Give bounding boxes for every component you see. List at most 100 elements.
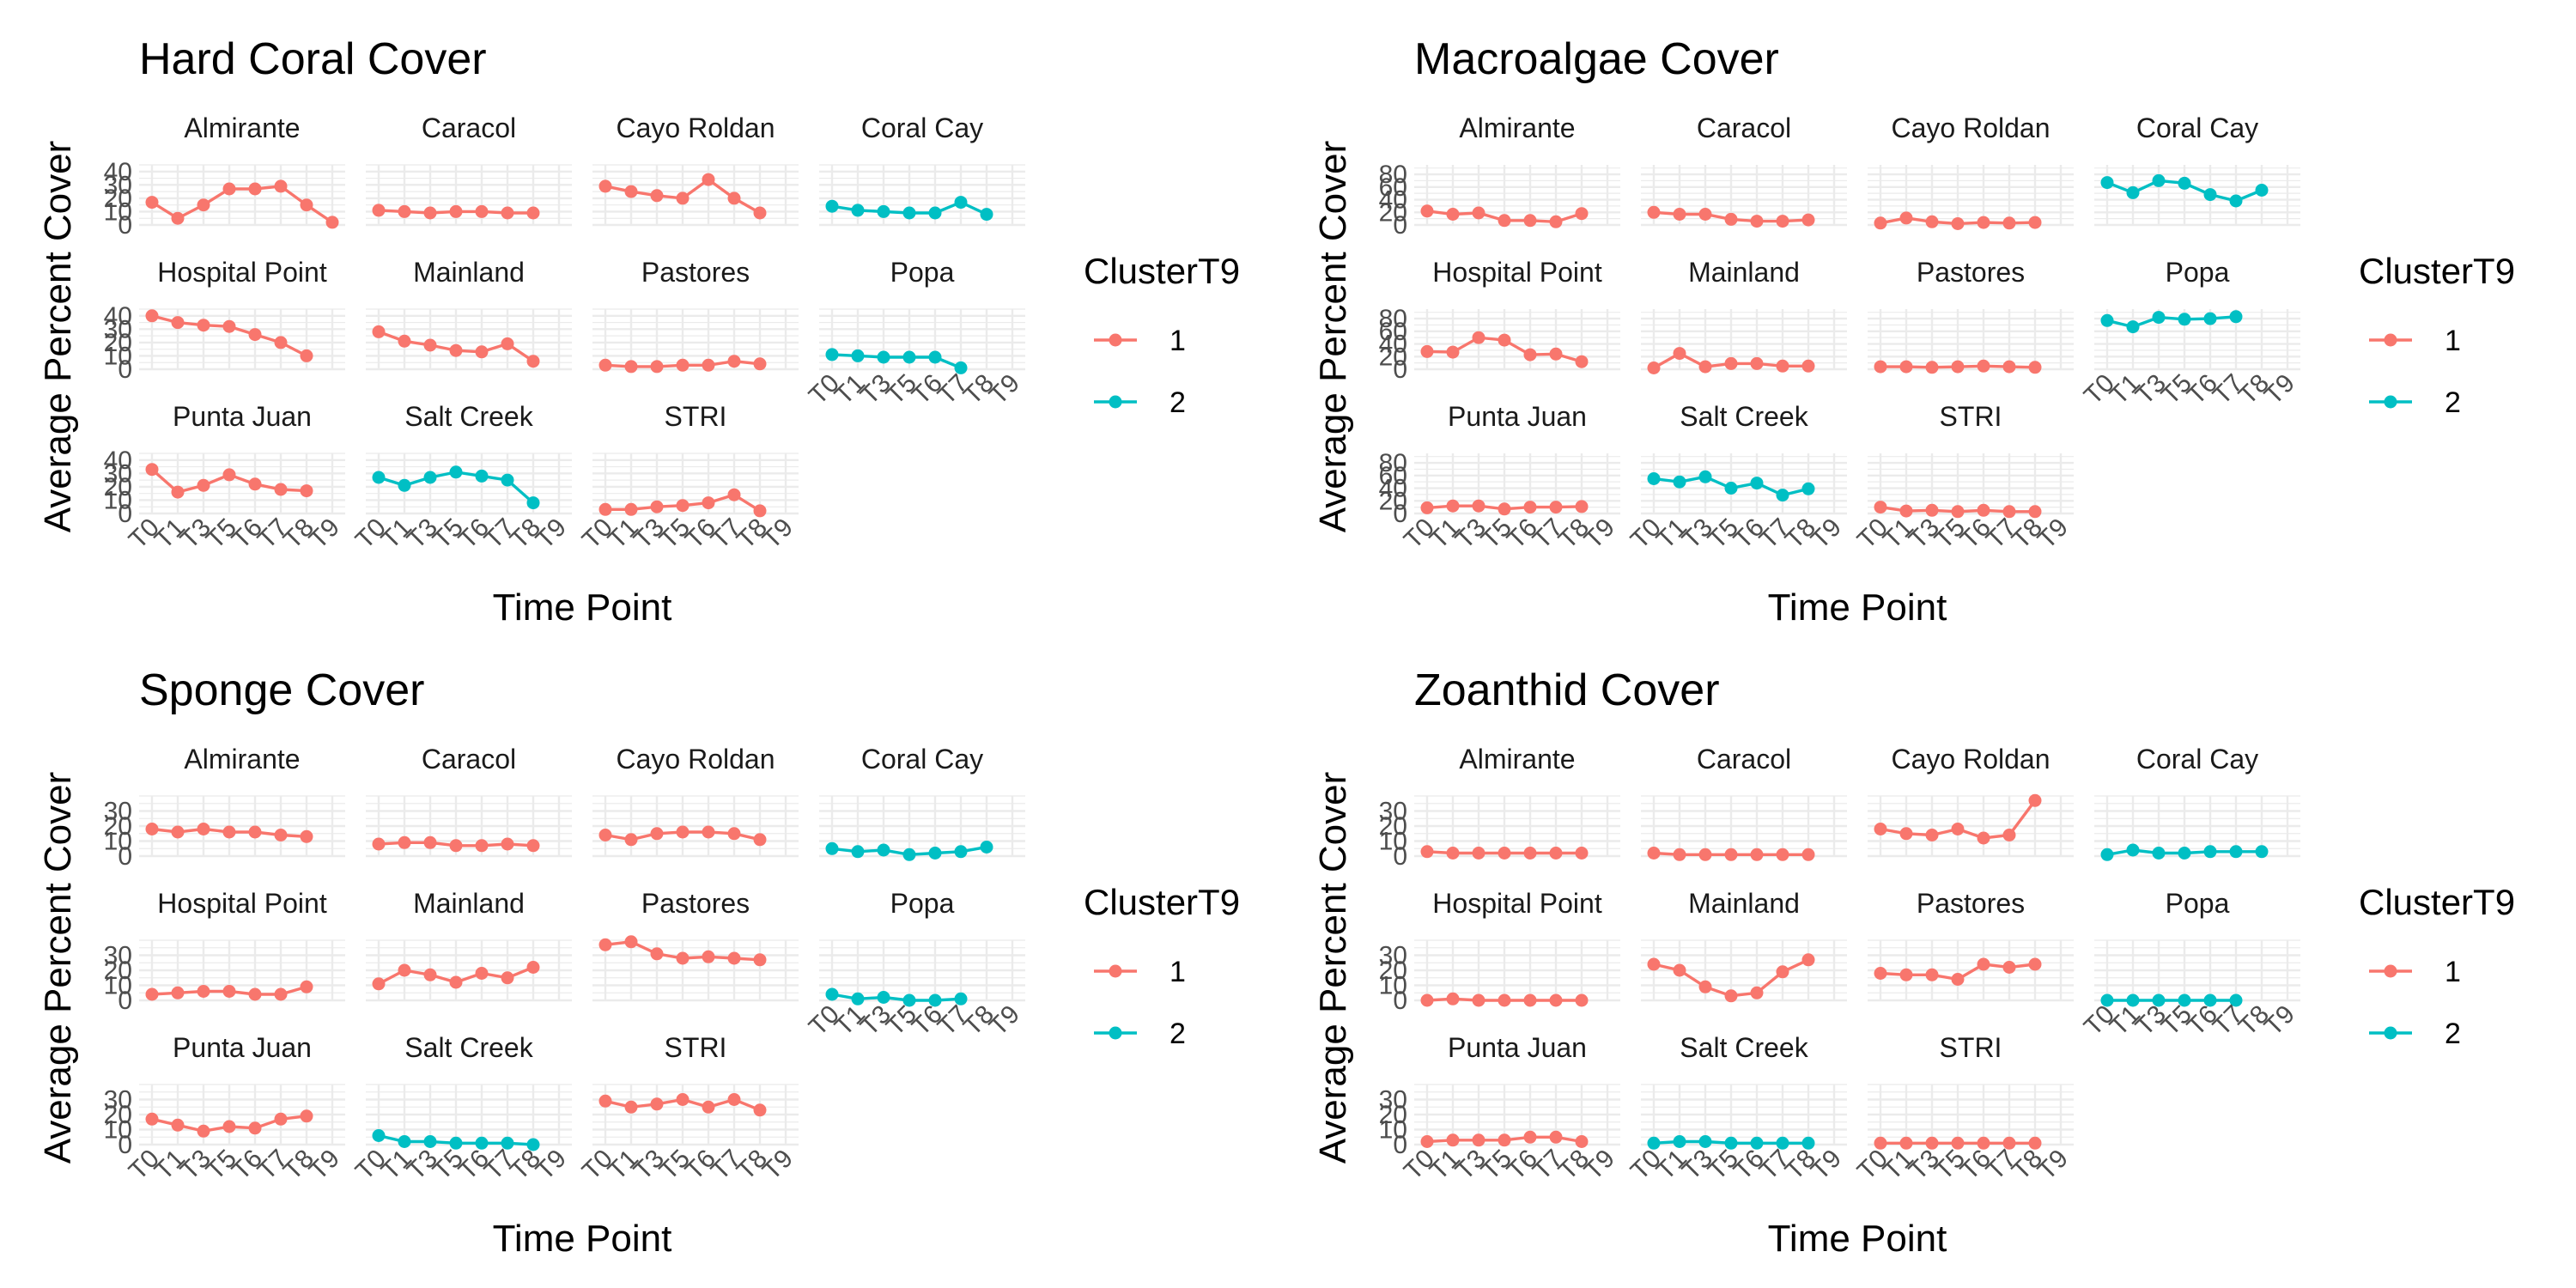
legend-label: 1 xyxy=(1170,956,1186,988)
facet-panel: Caracol xyxy=(1641,112,1847,228)
facet-label: Pastores xyxy=(1917,257,2025,288)
y-tick-label: 30 xyxy=(104,798,132,826)
y-tick-label: 80 xyxy=(1379,305,1407,333)
facet-label: Almirante xyxy=(1459,744,1575,775)
facet-panel: Salt Creek xyxy=(366,1032,572,1151)
legend-key-point xyxy=(2384,395,2397,409)
data-point xyxy=(1698,470,1712,483)
chart-0: Hard Coral Cover Average Percent Cover Tim… xyxy=(37,34,1240,629)
data-point xyxy=(1977,1136,1990,1150)
facet-panel: Coral Cay xyxy=(2094,112,2300,227)
x-tick-label: T9 xyxy=(1579,513,1620,555)
data-point xyxy=(851,992,865,1005)
data-point xyxy=(2229,194,2243,208)
facet-label: Caracol xyxy=(1697,112,1791,143)
data-point xyxy=(501,971,514,985)
data-point xyxy=(2178,847,2191,860)
data-point xyxy=(1899,827,1913,841)
data-point xyxy=(1977,216,1990,229)
facet-label: Coral Cay xyxy=(861,744,983,775)
facet-label: Almirante xyxy=(1459,112,1575,143)
facet-label: Hospital Point xyxy=(157,888,327,919)
data-point xyxy=(727,191,741,205)
data-point xyxy=(727,1093,741,1106)
facet-label: Pastores xyxy=(1917,888,2025,919)
y-tick-label: 0 xyxy=(1393,842,1407,871)
data-point xyxy=(825,987,839,1001)
data-point xyxy=(1575,500,1589,513)
data-point xyxy=(1724,989,1738,1003)
data-point xyxy=(676,825,690,839)
x-tick-label: T9 xyxy=(1806,1145,1847,1186)
data-point xyxy=(676,191,690,205)
facet-label: Cayo Roldan xyxy=(617,744,775,775)
y-tick-label: 0 xyxy=(118,1131,132,1159)
data-point xyxy=(197,985,210,998)
facet-panel: Mainland xyxy=(1641,888,1847,1003)
data-point xyxy=(1925,1136,1939,1150)
facet-panel: Mainland xyxy=(1641,257,1847,374)
data-point xyxy=(1446,992,1460,1005)
data-point xyxy=(2152,311,2166,325)
data-point xyxy=(2229,845,2243,859)
x-tick-label: T9 xyxy=(984,369,1025,410)
facet-panel: STRI xyxy=(592,401,799,518)
data-point xyxy=(1698,1135,1712,1148)
data-point xyxy=(928,993,942,1007)
facet-panel: Cayo Roldan xyxy=(1868,112,2074,230)
facet-label: Punta Juan xyxy=(1448,1032,1587,1063)
data-point xyxy=(1549,993,1563,1007)
data-point xyxy=(171,485,185,499)
data-point xyxy=(954,361,968,374)
y-tick-label: 0 xyxy=(118,211,132,240)
x-axis-label: Time Point xyxy=(493,586,672,629)
data-point xyxy=(2229,993,2243,1007)
data-point xyxy=(1951,973,1965,986)
data-point xyxy=(423,338,437,352)
data-point xyxy=(171,316,185,330)
data-point xyxy=(1724,848,1738,861)
data-point xyxy=(171,1118,185,1132)
x-tick-label: T9 xyxy=(2259,369,2300,410)
x-tick-label: T9 xyxy=(1806,513,1847,555)
data-point xyxy=(501,473,514,487)
data-point xyxy=(1899,504,1913,518)
data-point xyxy=(753,1103,767,1117)
legend: ClusterT9 1 2 xyxy=(2359,251,2515,419)
data-point xyxy=(1925,503,1939,517)
x-tick-label: T9 xyxy=(2259,1000,2300,1042)
data-point xyxy=(2028,1136,2042,1150)
legend: ClusterT9 1 2 xyxy=(1084,251,1240,419)
data-point xyxy=(1549,1130,1563,1144)
x-tick-label: T9 xyxy=(304,513,345,555)
x-tick-label: T9 xyxy=(531,513,572,555)
facet-label: Mainland xyxy=(413,888,525,919)
data-point xyxy=(1523,214,1537,228)
facet-panel: Coral Cay xyxy=(819,112,1025,227)
y-tick-label: 10 xyxy=(1379,972,1407,1000)
y-tick-label: 40 xyxy=(104,447,132,475)
x-tick-label: T9 xyxy=(757,513,799,555)
y-tick-label: 10 xyxy=(104,486,132,514)
facet-panel: Popa xyxy=(2094,257,2300,371)
data-point xyxy=(650,189,664,203)
data-point xyxy=(2152,173,2166,187)
data-point xyxy=(398,204,411,218)
data-point xyxy=(2002,216,2016,230)
facet-panel: Coral Cay xyxy=(2094,744,2300,861)
data-point xyxy=(501,837,514,851)
data-point xyxy=(372,1129,386,1142)
data-point xyxy=(902,848,916,861)
data-point xyxy=(877,204,890,218)
facet-label: STRI xyxy=(665,1032,727,1063)
data-point xyxy=(1750,477,1764,490)
data-point xyxy=(1647,205,1661,219)
data-point xyxy=(1472,847,1485,860)
chart-3: Zoanthid Cover Average Percent Cover Time … xyxy=(1312,665,2515,1260)
data-point xyxy=(676,1093,690,1106)
data-point xyxy=(449,1136,463,1150)
